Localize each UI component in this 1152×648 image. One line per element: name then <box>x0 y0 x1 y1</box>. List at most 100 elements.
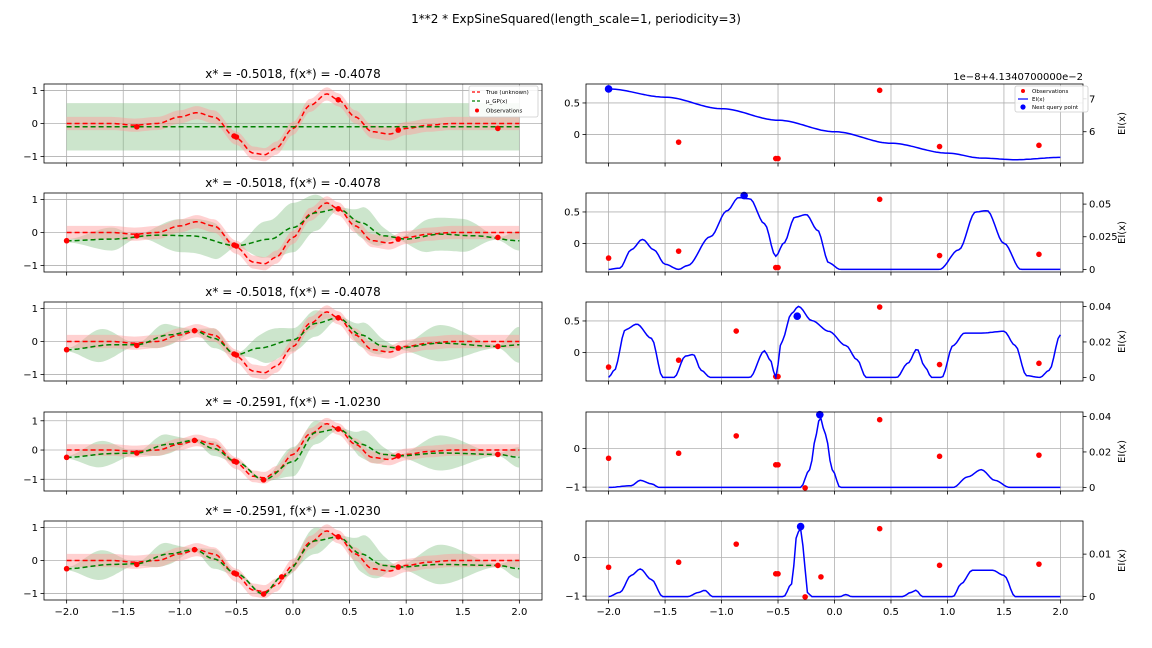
ei-observation-point <box>1036 142 1042 149</box>
gp-ytick-label: −1 <box>23 261 38 272</box>
gp-observation-point <box>335 534 342 540</box>
gp-true-line <box>66 530 520 593</box>
ei-observation-point <box>675 139 682 145</box>
figure-suptitle: 1**2 * ExpSineSquared(length_scale=1, pe… <box>411 12 741 26</box>
gp-observation-point <box>395 564 402 570</box>
gp-xtick-label: 1.5 <box>455 607 471 618</box>
gp-observation-point <box>191 437 198 444</box>
ei-observation-point <box>1036 360 1042 367</box>
gp-mean-line <box>66 428 520 481</box>
ei-legend-ei-label: EI(x) <box>1032 97 1045 103</box>
gp-ytick-label: −1 <box>23 370 38 381</box>
ei-observation-point <box>876 304 883 310</box>
ei-plot-area <box>586 193 1083 272</box>
ei-observation-point <box>936 143 943 150</box>
gp-ytick-label: 1 <box>32 523 38 534</box>
ei-observation-point <box>775 155 781 162</box>
gp-observation-point <box>395 236 402 242</box>
ei-observation-point <box>733 328 740 334</box>
gp-ytick-label: 1 <box>32 304 38 315</box>
ei-xtick-label: −1.0 <box>709 607 733 618</box>
gp-observation-point <box>233 134 240 140</box>
ei-right-ytick-label: 0 <box>1089 373 1095 384</box>
ei-right-ytick-label: 0 <box>1089 592 1095 603</box>
gp-xtick-label: 1.0 <box>398 607 414 618</box>
ei-legend-obs-label: Observations <box>1032 89 1068 95</box>
ei-curve <box>608 88 1061 161</box>
gp-xtick-label: −1.5 <box>111 607 135 618</box>
ei-panel: 0 0.5 0 0.02 0.04 EI(x) <box>564 301 1128 385</box>
ei-panel: −1 0 0 0.01 −2.0 −1.5 −1.0 −0.5 0.0 0.5 1.0 1.5 2.0 E… <box>565 520 1128 618</box>
gp-legend-obs-swatch <box>475 108 479 113</box>
ei-xtick-label: 1.5 <box>996 607 1012 618</box>
ei-offset-text: 1e−8+4.1340700000e−2 <box>953 72 1083 83</box>
ei-observation-point <box>876 87 883 94</box>
gp-xtick-label: −0.5 <box>224 607 248 618</box>
gp-ytick-label: −1 <box>23 152 38 163</box>
ei-right-ytick-label: 6 <box>1089 127 1095 138</box>
gp-noise-band <box>66 417 520 484</box>
gp-panel: −1 0 1 x* = -0.2591, f(x*) = -1.0230 <box>23 395 543 495</box>
gp-title: x* = -0.5018, f(x*) = -0.4078 <box>205 176 380 190</box>
ei-legend-next-label: Next query point <box>1032 105 1079 111</box>
gp-plot-area <box>44 84 542 163</box>
gp-legend-obs-label: Observations <box>486 109 522 115</box>
ei-curve <box>608 305 1062 381</box>
ei-right-ytick-label: 0 <box>1089 265 1095 276</box>
gp-observation-point <box>191 546 198 553</box>
ei-right-ytick-label: 0.02 <box>1089 447 1111 458</box>
gp-legend-box <box>468 85 539 118</box>
gp-xtick-label: 0.0 <box>285 607 301 618</box>
gp-plot-area <box>44 193 542 272</box>
ei-legend-next-swatch <box>1020 104 1026 110</box>
gp-mean-line <box>66 208 520 247</box>
ei-observation-point <box>876 525 883 532</box>
ei-left-ytick-label: 0 <box>574 348 580 359</box>
ei-right-ytick-label: 7 <box>1089 94 1095 105</box>
ei-left-ytick-label: 0.5 <box>564 316 580 327</box>
gp-noise-band <box>66 87 520 162</box>
gp-observation-point <box>134 342 140 349</box>
gp-observation-point <box>233 243 240 249</box>
gp-observation-point <box>335 426 342 432</box>
gp-xtick-label: 2.0 <box>511 607 527 618</box>
ei-observation-point <box>775 570 781 577</box>
ei-right-axis-label: EI(x) <box>1117 221 1128 244</box>
ei-observation-point <box>936 453 943 460</box>
gp-true-line <box>66 202 520 265</box>
gp-noise-band <box>66 524 520 599</box>
ei-plot-area <box>586 302 1083 381</box>
ei-observation-point <box>802 485 808 491</box>
gp-observation-point <box>335 97 342 103</box>
ei-curve <box>608 526 1061 598</box>
gp-observation-point <box>335 315 342 321</box>
ei-xtick-label: 2.0 <box>1052 607 1068 618</box>
ei-left-ytick-label: 0 <box>574 239 580 250</box>
gp-plot-area <box>44 302 542 381</box>
ei-next-query-point <box>740 191 748 200</box>
gp-observation-point <box>495 562 501 569</box>
ei-left-ytick-label: 0.5 <box>564 98 580 109</box>
ei-next-query-point <box>796 522 805 531</box>
gp-observation-point <box>134 561 140 568</box>
gp-legend-true-label: True (unknown) <box>485 90 529 96</box>
ei-legend-obs-swatch <box>1021 89 1025 93</box>
ei-observation-point <box>605 255 612 261</box>
ei-left-ytick-label: 0.5 <box>564 207 580 218</box>
gp-observation-point <box>395 345 402 351</box>
gp-observation-point <box>395 127 402 133</box>
ei-plot-area <box>586 521 1083 600</box>
ei-observation-point <box>675 357 682 363</box>
gp-observation-point <box>134 123 140 130</box>
ei-plot-area <box>586 84 1083 163</box>
ei-observation-point <box>802 594 808 600</box>
ei-right-ytick-label: 0 <box>1089 483 1095 494</box>
gp-ytick-label: 0 <box>32 556 38 567</box>
ei-observation-point <box>775 461 781 468</box>
gp-std-band <box>66 420 520 482</box>
gp-title: x* = -0.5018, f(x*) = -0.4078 <box>205 67 380 81</box>
gp-panel: −1 0 1 x* = -0.5018, f(x*) = -0.4078 True (u… <box>23 67 543 167</box>
ei-curve <box>608 196 1061 271</box>
gp-ytick-label: 0 <box>32 228 38 239</box>
